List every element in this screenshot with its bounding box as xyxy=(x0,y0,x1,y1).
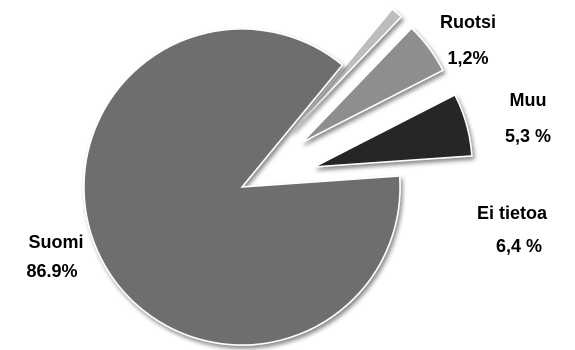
label-ruotsi-name: Ruotsi xyxy=(440,12,496,32)
pie-slice-ei-tietoa xyxy=(313,93,473,168)
pie-slice-muu xyxy=(301,27,444,143)
label-ei-tietoa-name: Ei tietoa xyxy=(477,203,548,223)
label-ei-tietoa-value: 6,4 % xyxy=(496,236,542,256)
pie-slices xyxy=(83,7,473,346)
label-muu-value: 5,3 % xyxy=(505,126,551,146)
label-muu-name: Muu xyxy=(510,90,547,110)
pie-slice-suomi xyxy=(83,28,401,346)
label-suomi-name: Suomi xyxy=(28,232,83,252)
pie-slice-ruotsi xyxy=(291,7,403,132)
label-suomi-value: 86.9% xyxy=(26,261,77,281)
label-ruotsi-value: 1,2% xyxy=(447,48,488,68)
